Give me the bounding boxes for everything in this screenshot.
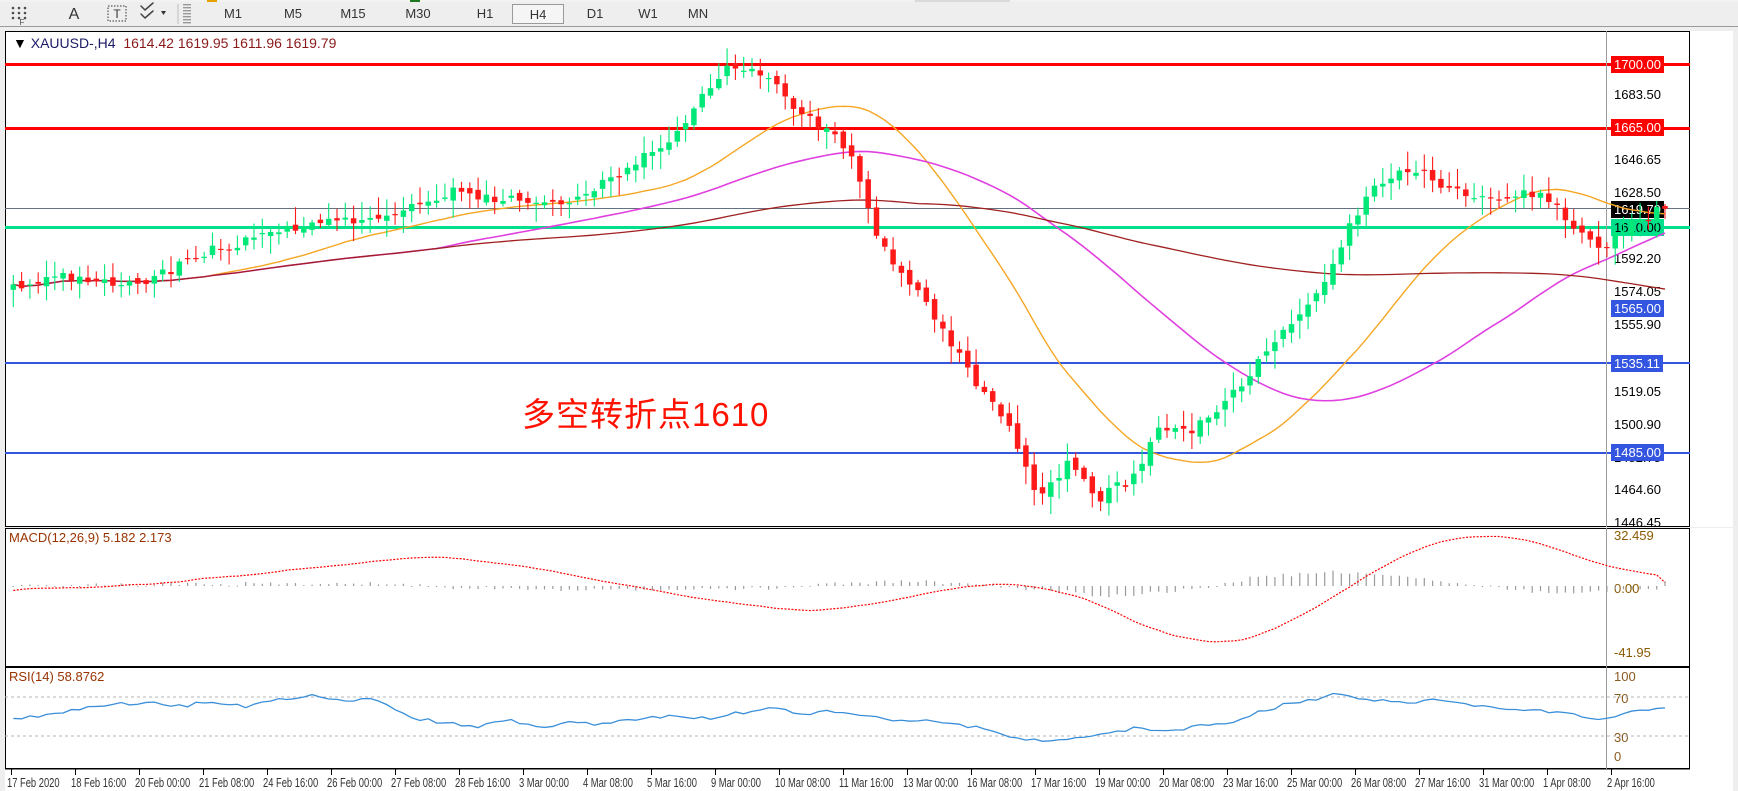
svg-text:A: A — [69, 6, 80, 23]
svg-text:T: T — [113, 7, 121, 21]
svg-text:F: F — [20, 18, 25, 26]
